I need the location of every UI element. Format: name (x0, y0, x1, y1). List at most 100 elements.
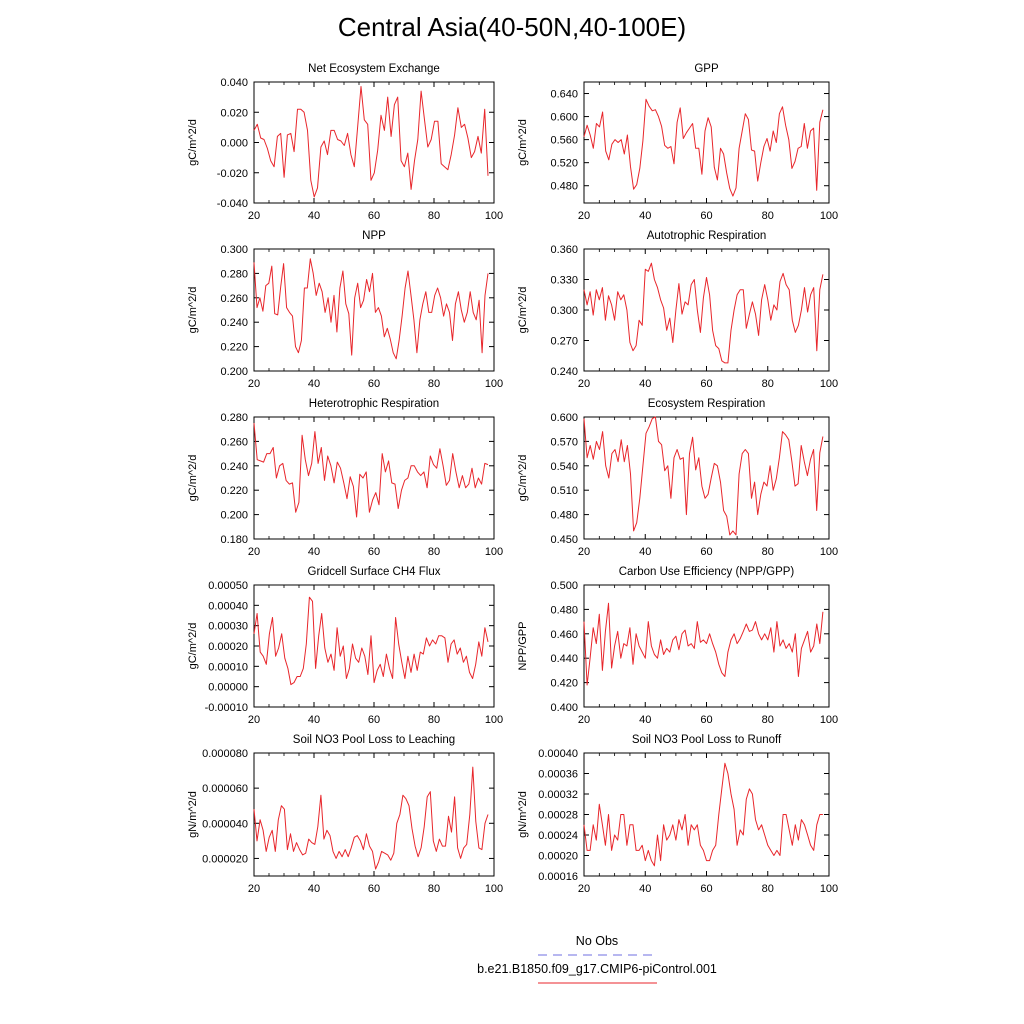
y-tick-label: 0.000040 (202, 818, 248, 830)
plot-frame (583, 81, 830, 204)
plot-frame (583, 416, 830, 540)
panel-title: Soil NO3 Pool Loss to Leaching (293, 734, 455, 746)
y-tick-label: 0.00000 (208, 682, 248, 694)
x-tick-label: 60 (700, 883, 712, 895)
y-tick-label: 0.500 (550, 580, 578, 592)
chart-panel-9: Soil NO3 Pool Loss to LeachinggN/m^2/d0.… (187, 734, 503, 895)
y-tick-label: 0.300 (550, 305, 578, 317)
y-tick-label: 0.260 (220, 436, 248, 448)
y-tick-label: -0.040 (217, 198, 248, 210)
y-tick-label: 0.260 (220, 293, 248, 305)
y-axis-label: NPP/GPP (517, 622, 529, 671)
y-tick-label: 0.000020 (202, 853, 248, 865)
x-tick-label: 40 (639, 714, 651, 726)
y-tick-label: 0.560 (550, 135, 578, 147)
panel-title: NPP (362, 230, 386, 242)
chart-panel-5: Heterotrophic Respiration gC/m^2/d 0.180 0.… (187, 398, 503, 558)
x-tick-label: 100 (485, 546, 503, 558)
y-axis-label: gC/m^2/d (517, 287, 529, 334)
y-tick-label: 0.000080 (202, 748, 248, 760)
x-tick-label: 20 (248, 378, 260, 390)
x-tick-label: 60 (700, 546, 712, 558)
panel-title: Autotrophic Respiration (647, 230, 767, 242)
y-axis-label: gC/m^2/d (187, 455, 199, 502)
x-tick-label: 60 (700, 210, 712, 222)
x-tick-label: 60 (700, 714, 712, 726)
x-tick-label: 20 (578, 378, 590, 390)
y-tick-label: 0.00020 (538, 851, 578, 863)
x-tick-label: 100 (820, 883, 838, 895)
plot-frame (253, 584, 495, 708)
chart-panel-4: Autotrophic Respiration gC/m^2/d 0.240 0.27… (517, 230, 838, 390)
x-tick-label: 40 (639, 883, 651, 895)
panel-title: Carbon Use Efficiency (NPP/GPP) (619, 566, 795, 578)
y-tick-label: 0.450 (550, 534, 578, 546)
panel-title: Ecosystem Respiration (648, 398, 766, 410)
y-tick-label: 0.600 (550, 112, 578, 124)
panel-title: GPP (694, 63, 719, 75)
y-tick-label: 0.280 (220, 412, 248, 424)
x-tick-label: 100 (485, 210, 503, 222)
x-tick-label: 80 (762, 546, 774, 558)
x-tick-label: 40 (308, 546, 320, 558)
y-axis-label: gC/m^2/d (187, 119, 199, 166)
y-axis-label: gC/m^2/d (517, 455, 529, 502)
chart-panel-7: Gridcell Surface CH4 Flux gC/m^2/d -0.0001… (187, 566, 503, 726)
y-tick-label: 0.460 (550, 629, 578, 641)
y-tick-label: 0.420 (550, 678, 578, 690)
x-tick-label: 80 (428, 883, 440, 895)
chart-panel-8: Carbon Use Efficiency (NPP/GPP) NPP/GPP 0.… (517, 566, 838, 726)
y-tick-label: -0.00010 (205, 702, 248, 714)
series-line (253, 86, 489, 198)
y-tick-label: 0.000060 (202, 783, 248, 795)
y-tick-label: 0.600 (550, 412, 578, 424)
y-tick-label: 0.00032 (538, 789, 578, 801)
y-tick-label: 0.520 (550, 158, 578, 170)
y-tick-label: 0.00024 (538, 830, 578, 842)
series-line (583, 762, 823, 867)
panel-title: Net Ecosystem Exchange (308, 63, 440, 75)
x-tick-label: 60 (368, 546, 380, 558)
y-tick-label: 0.270 (550, 336, 578, 348)
x-tick-label: 60 (368, 378, 380, 390)
y-tick-label: 0.480 (550, 510, 578, 522)
x-tick-label: 80 (762, 210, 774, 222)
series-line (583, 416, 824, 536)
x-tick-label: 40 (308, 883, 320, 895)
y-axis-label: gN/m^2/d (187, 791, 199, 838)
y-tick-label: 0.240 (550, 366, 578, 378)
x-tick-label: 80 (428, 378, 440, 390)
y-tick-label: 0.00036 (538, 769, 578, 781)
y-axis-label: gN/m^2/d (517, 791, 529, 838)
plot-frame (583, 248, 830, 372)
x-tick-label: 100 (820, 714, 838, 726)
plot-frame (583, 584, 830, 708)
y-tick-label: 0.330 (550, 275, 578, 287)
y-tick-label: 0.480 (550, 181, 578, 193)
y-tick-label: 0.00050 (208, 580, 248, 592)
page-title: Central Asia(40-50N,40-100E) (337, 12, 687, 42)
panel-title: Heterotrophic Respiration (309, 398, 439, 410)
x-tick-label: 40 (639, 210, 651, 222)
y-tick-label: 0.00040 (538, 748, 578, 760)
y-tick-label: 0.570 (550, 436, 578, 448)
x-tick-label: 40 (308, 714, 320, 726)
y-axis-label: gC/m^2/d (187, 623, 199, 670)
y-tick-label: 0.440 (550, 653, 578, 665)
y-tick-label: 0.200 (220, 366, 248, 378)
series-line (583, 98, 824, 197)
y-tick-label: 0.00010 (208, 661, 248, 673)
y-axis-label: gC/m^2/d (517, 119, 529, 166)
x-tick-label: 20 (248, 883, 260, 895)
y-tick-label: 0.240 (220, 461, 248, 473)
y-tick-label: 0.000 (220, 138, 248, 150)
plot-frame (253, 248, 495, 372)
panel-title: Gridcell Surface CH4 Flux (308, 566, 441, 578)
y-tick-label: 0.00030 (208, 621, 248, 633)
x-tick-label: 20 (578, 714, 590, 726)
series-line (253, 766, 489, 870)
y-tick-label: 0.510 (550, 485, 578, 497)
panel-title: Soil NO3 Pool Loss to Runoff (632, 734, 782, 746)
y-tick-label: 0.200 (220, 510, 248, 522)
